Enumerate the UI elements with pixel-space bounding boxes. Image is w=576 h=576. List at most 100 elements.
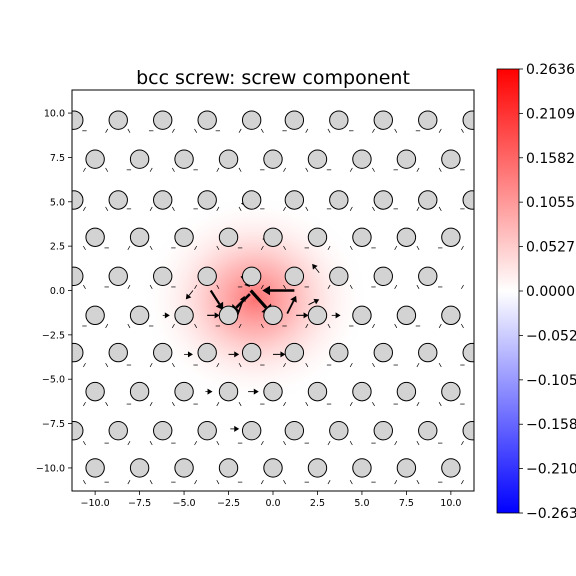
dash-mark bbox=[216, 401, 220, 407]
atom-marker bbox=[373, 342, 393, 363]
atom-marker bbox=[442, 70, 460, 88]
atom-marker bbox=[108, 342, 128, 363]
atom-marker bbox=[263, 305, 283, 326]
arrow-head bbox=[234, 351, 240, 358]
colorbar-gradient bbox=[496, 68, 520, 514]
colorbar: 0.2636 0.2109 0.1582 0.1055 0.0527 0.0000 −0.0… bbox=[496, 62, 576, 522]
atom-marker bbox=[263, 458, 283, 478]
dash-mark bbox=[149, 441, 153, 446]
atom-marker bbox=[108, 110, 128, 130]
dash-mark bbox=[438, 206, 442, 211]
atom-marker bbox=[72, 342, 84, 363]
dash-mark bbox=[305, 323, 309, 329]
dash-mark bbox=[238, 206, 242, 211]
atom-marker bbox=[241, 420, 262, 441]
dash-mark bbox=[283, 480, 286, 485]
dash-mark bbox=[194, 128, 198, 133]
dash-mark bbox=[327, 480, 331, 485]
dash-mark bbox=[349, 245, 353, 250]
arrow-head bbox=[187, 351, 193, 358]
dash-mark bbox=[438, 362, 442, 368]
atom-marker bbox=[396, 149, 417, 169]
atom-marker bbox=[418, 110, 438, 130]
dash-mark bbox=[83, 206, 86, 211]
arrow-head bbox=[335, 312, 341, 319]
dash-mark bbox=[305, 167, 309, 172]
dash-mark bbox=[238, 362, 242, 368]
atom-marker bbox=[441, 227, 461, 247]
dash-mark bbox=[216, 480, 220, 485]
y-tick-label: 7.5 bbox=[50, 153, 65, 164]
arrow-head bbox=[234, 425, 240, 432]
colorbar-tick-label: −0.1582 bbox=[526, 417, 576, 433]
dash-mark bbox=[238, 167, 242, 172]
x-tick-label: −5.0 bbox=[173, 498, 196, 509]
dash-mark bbox=[394, 441, 398, 446]
dash-mark bbox=[461, 128, 464, 133]
atom-marker bbox=[86, 70, 104, 88]
dash-mark bbox=[127, 480, 131, 485]
colorbar-tick-label: −0.2109 bbox=[526, 462, 576, 478]
atom-marker bbox=[329, 110, 349, 130]
arrow-head bbox=[207, 388, 213, 395]
atom-marker bbox=[352, 381, 372, 402]
dash-mark bbox=[283, 167, 286, 172]
colorbar-tick-label: 0.1582 bbox=[526, 151, 575, 167]
x-axis: −10.0 −7.5 −5.0 −2.5 0.0 2.5 5.0 7.5 10.0 bbox=[81, 491, 461, 509]
dash-mark bbox=[149, 480, 153, 485]
x-tick-label: −2.5 bbox=[217, 498, 240, 509]
dash-mark bbox=[461, 284, 464, 290]
arrow-head bbox=[313, 298, 320, 305]
displacement-arrow bbox=[236, 295, 246, 316]
colorbar-ticks: 0.2636 0.2109 0.1582 0.1055 0.0527 0.0000 −0.0… bbox=[519, 62, 576, 522]
dash-mark bbox=[260, 480, 264, 485]
atom-marker bbox=[174, 381, 194, 402]
dash-mark bbox=[127, 284, 131, 290]
atom-marker bbox=[396, 227, 417, 247]
dash-mark bbox=[416, 480, 420, 485]
atom-marker bbox=[129, 305, 150, 326]
colorbar-tick-label: 0.2636 bbox=[526, 62, 575, 78]
dash-mark bbox=[283, 284, 286, 290]
dash-mark bbox=[105, 362, 109, 368]
atom-marker bbox=[263, 227, 283, 247]
colorbar-tick-label: 0.0000 bbox=[526, 284, 575, 300]
dash-mark bbox=[438, 401, 442, 407]
atom-marker bbox=[329, 342, 349, 363]
dash-mark bbox=[394, 128, 398, 133]
dash-mark bbox=[327, 441, 331, 446]
y-tick-label: −10.0 bbox=[36, 463, 65, 474]
atom-marker bbox=[462, 190, 474, 210]
atom-marker bbox=[329, 420, 349, 441]
atom-marker bbox=[352, 149, 372, 169]
arrow-head bbox=[253, 388, 259, 395]
atom-marker bbox=[284, 342, 305, 363]
dash-mark bbox=[461, 441, 464, 446]
dash-mark bbox=[105, 167, 109, 172]
dash-mark bbox=[83, 245, 86, 250]
displacement-arrow bbox=[273, 351, 286, 358]
atom-marker bbox=[307, 227, 328, 247]
dash-mark bbox=[461, 245, 464, 250]
background-field bbox=[140, 194, 371, 405]
dash-mark bbox=[283, 206, 286, 211]
arrow-shaft bbox=[308, 301, 315, 306]
atom-marker bbox=[197, 266, 217, 287]
y-tick-label: 10.0 bbox=[44, 109, 65, 120]
dash-mark bbox=[216, 284, 220, 290]
dash-mark bbox=[461, 323, 464, 329]
atom-marker bbox=[441, 149, 461, 169]
dash-mark bbox=[83, 480, 86, 485]
x-tick-label: 5.0 bbox=[354, 498, 369, 509]
dash-mark bbox=[394, 245, 398, 250]
dash-mark bbox=[171, 401, 175, 407]
dash-mark bbox=[149, 206, 153, 211]
atom-marker bbox=[153, 420, 173, 441]
dash-mark bbox=[127, 323, 131, 329]
atom-marker bbox=[307, 381, 328, 402]
atom-marker bbox=[373, 190, 393, 210]
atom-marker bbox=[418, 190, 438, 210]
arrow-shaft bbox=[286, 300, 295, 314]
y-axis: −10.0 −7.5 −5.0 −2.5 0.0 2.5 5.0 7.5 10.0 bbox=[36, 109, 72, 474]
atom-marker bbox=[307, 149, 328, 169]
